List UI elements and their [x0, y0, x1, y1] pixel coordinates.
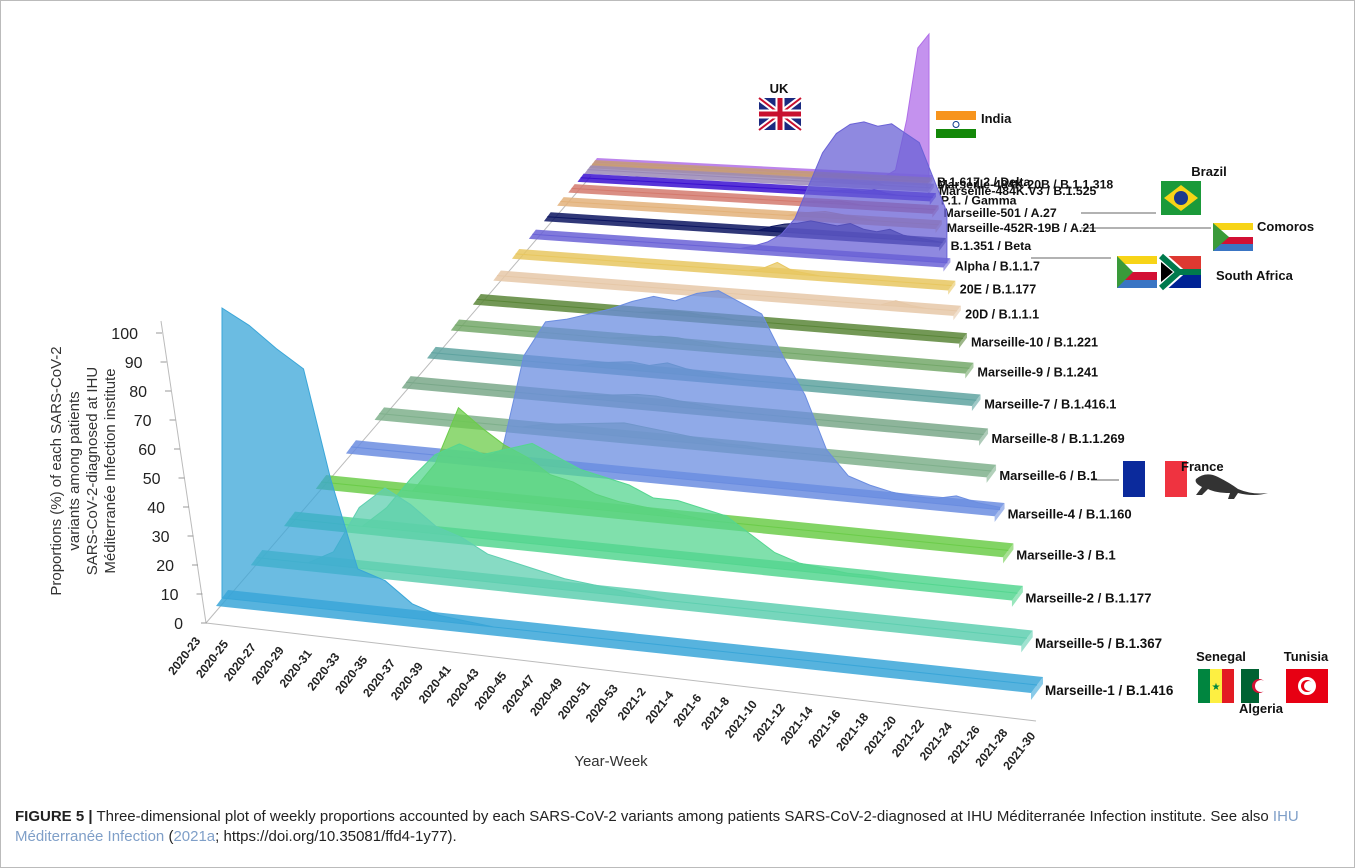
annotation: France — [1181, 459, 1224, 474]
ribbon-edge — [979, 428, 989, 446]
ribbon-edge — [1003, 543, 1014, 564]
flag-tunisia — [1286, 669, 1328, 703]
area — [515, 253, 952, 287]
area — [256, 487, 1028, 639]
annotation: UK — [770, 81, 789, 96]
legend-label: Alpha / B.1.1.7 — [955, 259, 1040, 273]
y-tick-label: 30 — [152, 529, 170, 546]
ribbon-edge — [943, 258, 951, 272]
legend-label: Marseille-7 / B.1.416.1 — [984, 397, 1116, 412]
area — [497, 275, 958, 312]
legend-label: Marseille-6 / B.1 — [999, 468, 1097, 483]
legend-label: 20E / B.1.177 — [960, 282, 1036, 296]
annotation: Comoros — [1257, 219, 1314, 234]
y-axis-title: Proportions (%) of each SARS-CoV-2varian… — [48, 346, 119, 595]
mink-icon — [1195, 474, 1268, 499]
series: Marseille-2 / B.1.177 — [284, 442, 1152, 607]
svg-text:★: ★ — [1212, 682, 1221, 693]
legend-label: B.1.351 / Beta — [951, 239, 1032, 253]
legend-label: P.1. / Gamma — [941, 193, 1017, 207]
ribbon-edge — [1031, 677, 1043, 700]
ribbon-edge — [959, 333, 967, 349]
flag-algeria — [1241, 669, 1277, 703]
legend-label: Marseille-484K-20B / B.1.1.318 — [938, 178, 1114, 192]
legend-label: Marseille-2 / B.1.177 — [1025, 591, 1151, 606]
legend-label: Marseille-501 / A.27 — [944, 206, 1057, 220]
series: 20D / B.1.1.1 — [493, 270, 1039, 322]
annotation: India — [981, 111, 1012, 126]
caption-text: ; https://doi.org/10.35081/ffd4-1y77). — [215, 828, 457, 845]
caption-label: FIGURE 5 | — [15, 808, 93, 825]
ribbon-edge — [1011, 585, 1023, 607]
legend-label: Marseille-3 / B.1 — [1016, 548, 1115, 563]
legend-label: Marseille-4 / B.1.160 — [1008, 507, 1132, 522]
y-tick-label: 80 — [129, 384, 147, 401]
chart: Proportions (%) of each SARS-CoV-2varian… — [48, 32, 1329, 773]
legend-label: Marseille-8 / B.1.1.269 — [992, 431, 1125, 446]
ribbon-edge — [994, 503, 1005, 523]
area — [532, 121, 948, 264]
legend-label: Marseille-484K.V3 / B.1.525 — [939, 184, 1097, 198]
y-tick-label: 100 — [111, 326, 138, 343]
caption-link[interactable]: 2021a — [173, 828, 216, 845]
caption-text: Three-dimensional plot of weekly proport… — [96, 808, 1269, 825]
y-tick-label: 0 — [174, 616, 183, 633]
legend-label: 20D / B.1.1.1 — [965, 308, 1039, 322]
legend-label: Marseille-5 / B.1.367 — [1035, 636, 1162, 651]
annotation: Tunisia — [1284, 649, 1329, 664]
ribbon-edge — [1021, 630, 1033, 653]
annotation: South Africa — [1216, 268, 1294, 283]
flag-uk — [757, 95, 803, 133]
series: Alpha / B.1.1.7 — [528, 121, 1040, 273]
annotation: Brazil — [1191, 164, 1226, 179]
series: Marseille-5 / B.1.367 — [250, 487, 1162, 653]
legend-label: Marseille-9 / B.1.241 — [977, 364, 1098, 379]
leader-lines — [1031, 212, 1211, 481]
legend-label: Marseille-452R-19B / A.21 — [947, 221, 1096, 235]
series: 20E / B.1.177 — [511, 249, 1036, 296]
annotation: Algeria — [1239, 701, 1284, 716]
flag-comoros-2 — [1117, 256, 1157, 288]
legend-label: Marseille-10 / B.1.221 — [971, 335, 1098, 349]
flag-comoros — [1213, 223, 1253, 251]
flag-south-africa — [1157, 252, 1201, 292]
flag-france — [1123, 461, 1187, 497]
area — [221, 307, 1038, 686]
caption-text: ( — [168, 828, 174, 845]
caption: FIGURE 5 | Three-dimensional plot of wee… — [15, 807, 1335, 847]
y-tick-label: 70 — [134, 413, 152, 430]
area — [289, 442, 1018, 594]
caption-link[interactable]: IHU Méditerranée Infection — [15, 808, 1299, 845]
ribbon-edge — [948, 280, 956, 295]
flag-india — [936, 111, 976, 138]
annotation: Senegal — [1196, 649, 1246, 664]
flag-brazil — [1161, 181, 1201, 215]
y-tick-label: 10 — [161, 587, 179, 604]
y-tick-label: 90 — [125, 355, 143, 372]
y-tick-label: 60 — [138, 442, 156, 459]
x-axis-line — [205, 622, 1037, 722]
flag-senegal: ★ — [1198, 669, 1234, 703]
ribbon-edge — [971, 394, 981, 412]
x-axis-title: Year-Week — [574, 753, 648, 770]
ribbon-edge — [965, 362, 974, 379]
ribbon-edge — [986, 464, 997, 483]
legend-label: Marseille-1 / B.1.416 — [1045, 683, 1174, 698]
y-tick-label: 20 — [156, 558, 174, 575]
y-tick-label: 40 — [147, 500, 165, 517]
legend-label: B.1.617.2 / Delta — [937, 175, 1030, 189]
y-axis-line — [160, 320, 207, 624]
y-tick-label: 50 — [143, 471, 161, 488]
series: Marseille-1 / B.1.416 — [216, 307, 1174, 700]
ribbon-edge — [953, 305, 961, 321]
